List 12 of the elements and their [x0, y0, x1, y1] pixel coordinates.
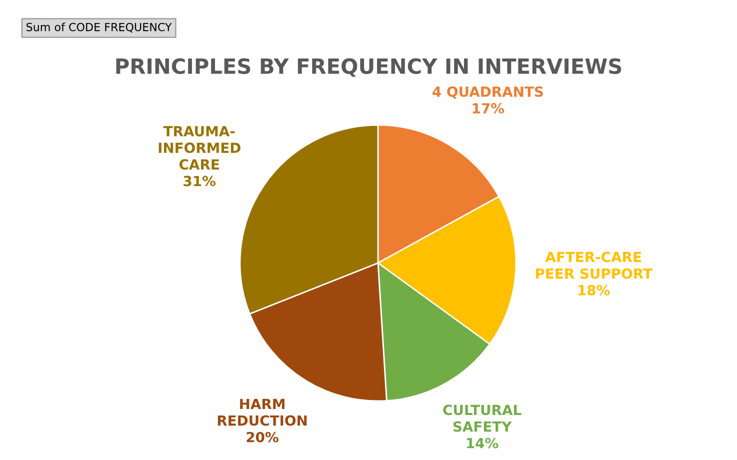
text: Sum of CODE FREQUENCY [26, 22, 172, 32]
data-label: 20% [246, 432, 278, 442]
data-label: 14% [467, 438, 498, 448]
slice-label: 4 QUADRANTS [432, 86, 543, 99]
slice-label: HARM REDUCTION [218, 398, 307, 426]
slice-label: AFTER-CARE PEER SUPPORT [536, 252, 652, 279]
slice-label: CULTURAL SAFETY [443, 404, 522, 432]
chart-title: PRINCIPLES BY FREQUENCY IN INTERVIEWS [116, 58, 622, 77]
slice-label: TRAUMA- INFORMED CARE [158, 126, 240, 170]
data-label: 18% [578, 284, 610, 296]
data-label: 31% [184, 176, 216, 186]
data-label: 17% [472, 103, 504, 114]
